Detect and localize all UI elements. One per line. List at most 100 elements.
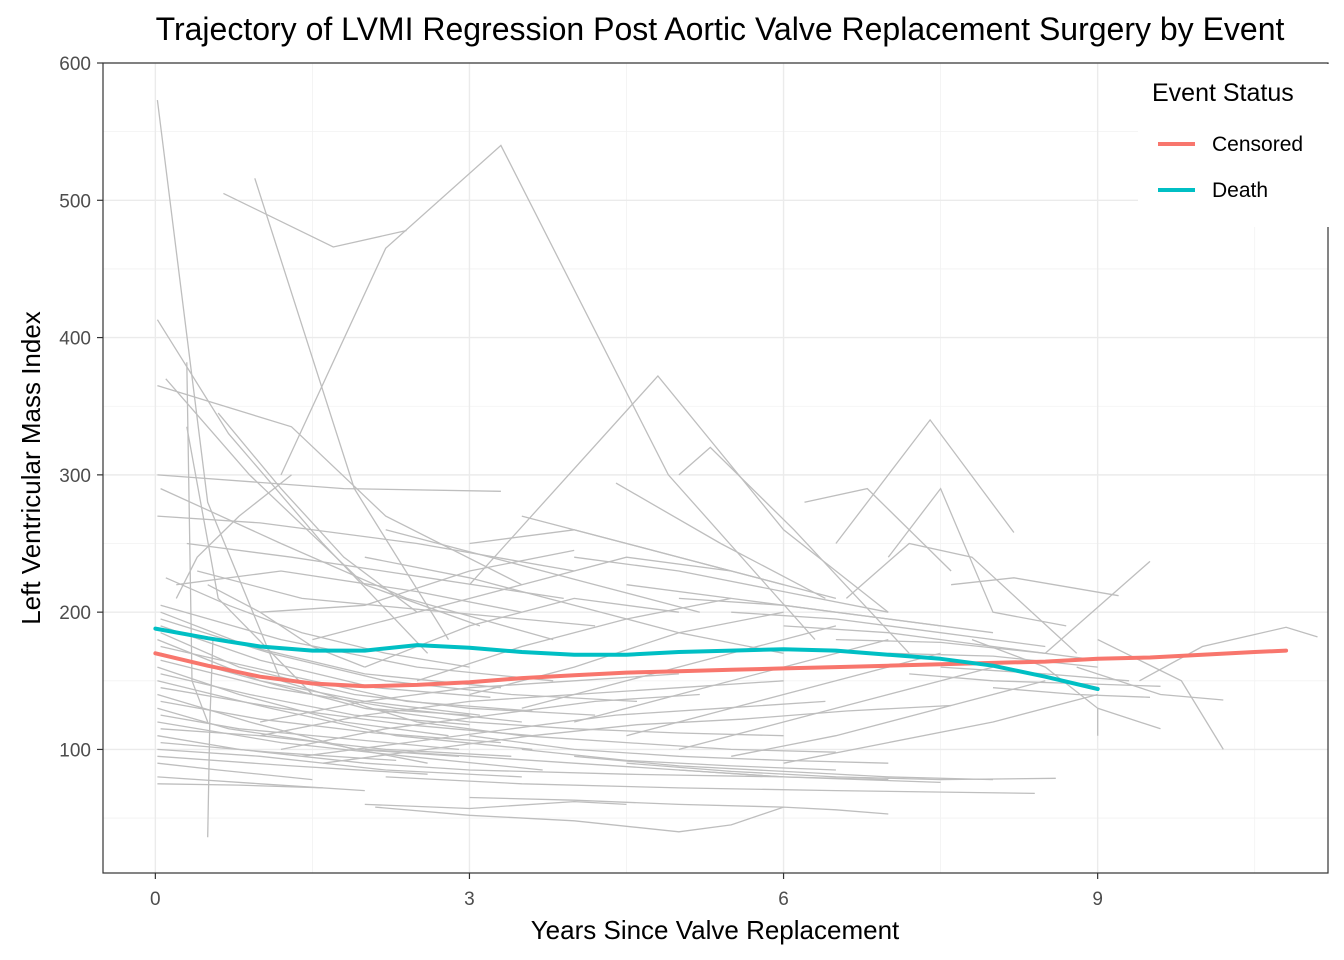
trajectory-59 <box>469 611 784 696</box>
y-axis-ticks: 100 200 300 400 500 600 <box>59 54 103 761</box>
legend-label-censored: Censored <box>1212 133 1303 156</box>
chart-title: Trajectory of LVMI Regression Post Aorti… <box>156 11 1285 47</box>
trajectory-90 <box>469 796 784 808</box>
trajectory-0 <box>156 100 418 723</box>
trajectory-52 <box>176 570 522 613</box>
y-tick-label: 200 <box>59 603 91 624</box>
trajectory-36 <box>157 776 365 792</box>
trajectory-46 <box>160 673 470 726</box>
trajectory-39 <box>160 611 501 689</box>
panel-border <box>102 62 1329 874</box>
trajectory-87 <box>364 762 941 784</box>
trajectory-92 <box>259 680 784 737</box>
legend: Event Status Censored Death <box>1138 64 1336 227</box>
trajectory-80 <box>469 735 889 764</box>
trajectory-37 <box>157 783 323 789</box>
trajectory-1 <box>186 426 313 695</box>
trajectory-55 <box>260 549 575 613</box>
x-axis-ticks: 0 3 6 9 <box>150 873 1103 910</box>
trajectory-76 <box>888 652 1098 668</box>
trajectory-9 <box>165 378 481 627</box>
trajectory-100 <box>971 638 1099 736</box>
trajectory-95 <box>322 704 952 764</box>
grid-minor <box>103 63 1328 873</box>
trajectory-78 <box>364 707 784 737</box>
trajectory-50 <box>160 728 512 757</box>
individual-trajectories <box>156 100 1318 838</box>
y-tick-label: 100 <box>59 740 91 761</box>
trajectory-10 <box>157 474 501 492</box>
trajectory-77 <box>940 666 1130 682</box>
trajectory-51 <box>160 741 397 762</box>
trajectory-63 <box>678 666 994 751</box>
x-tick-label: 0 <box>150 889 161 910</box>
trajectory-54 <box>197 570 596 627</box>
trajectory-27 <box>157 666 449 737</box>
y-axis-title: Left Ventricular Mass Index <box>16 311 46 625</box>
trajectory-70 <box>574 556 889 613</box>
trajectory-28 <box>157 680 533 751</box>
trajectory-17 <box>804 487 952 572</box>
trajectory-98 <box>175 474 292 599</box>
trajectory-35 <box>157 762 313 781</box>
y-tick-label: 400 <box>59 329 91 350</box>
trajectory-18 <box>887 487 1067 627</box>
legend-label-death: Death <box>1212 179 1268 202</box>
trajectory-25 <box>1097 707 1161 730</box>
trajectory-47 <box>160 687 533 737</box>
trajectory-83 <box>626 762 1056 781</box>
trajectory-89 <box>375 806 889 833</box>
trajectory-65 <box>783 693 1098 764</box>
trajectory-12 <box>157 515 575 572</box>
trajectory-15 <box>678 446 910 654</box>
trajectory-29 <box>157 693 460 757</box>
trajectory-34 <box>157 755 428 775</box>
trajectory-19 <box>845 542 1078 654</box>
trajectory-86 <box>364 748 784 778</box>
trajectory-97 <box>217 412 418 613</box>
legend-title: Event Status <box>1152 79 1294 107</box>
trajectory-61 <box>574 638 889 723</box>
y-tick-label: 300 <box>59 466 91 487</box>
y-tick-label: 500 <box>59 191 91 212</box>
trajectory-74 <box>783 625 1098 661</box>
trajectory-67 <box>385 529 700 613</box>
trajectory-4 <box>280 144 816 641</box>
trajectory-45 <box>160 659 522 723</box>
trajectory-14 <box>615 482 826 599</box>
trajectory-99 <box>165 577 470 668</box>
trajectory-49 <box>160 714 460 751</box>
smoothed-series <box>153 626 1289 691</box>
trajectory-56 <box>312 556 732 641</box>
trajectory-42 <box>160 632 596 716</box>
y-tick-label: 600 <box>59 54 91 75</box>
trajectory-102 <box>909 673 1161 687</box>
trajectory-2 <box>223 192 407 248</box>
series-line-censored <box>153 648 1289 689</box>
trajectory-96 <box>207 584 366 668</box>
trajectory-101 <box>992 687 1151 698</box>
trajectory-23 <box>1097 639 1224 750</box>
trajectory-69 <box>521 515 837 600</box>
trajectory-72 <box>678 597 994 634</box>
trajectory-43 <box>160 645 533 712</box>
trajectory-22 <box>1139 626 1318 682</box>
trajectory-91 <box>259 673 679 723</box>
trajectory-73 <box>731 611 1046 648</box>
trajectory-75 <box>835 638 1046 654</box>
x-tick-label: 3 <box>464 889 475 910</box>
trajectory-21 <box>1044 560 1151 654</box>
series-line-death <box>153 626 1100 691</box>
trajectory-20 <box>951 577 1119 597</box>
trajectory-13 <box>469 375 889 613</box>
trajectory-66 <box>364 556 784 654</box>
x-tick-label: 6 <box>778 889 789 910</box>
trajectory-85 <box>364 800 627 810</box>
trajectory-53 <box>186 542 564 600</box>
trajectory-58 <box>416 597 732 682</box>
trajectory-24 <box>1076 666 1224 701</box>
trajectory-38 <box>160 604 554 682</box>
trajectory-81 <box>521 748 836 771</box>
trajectory-79 <box>417 721 836 753</box>
